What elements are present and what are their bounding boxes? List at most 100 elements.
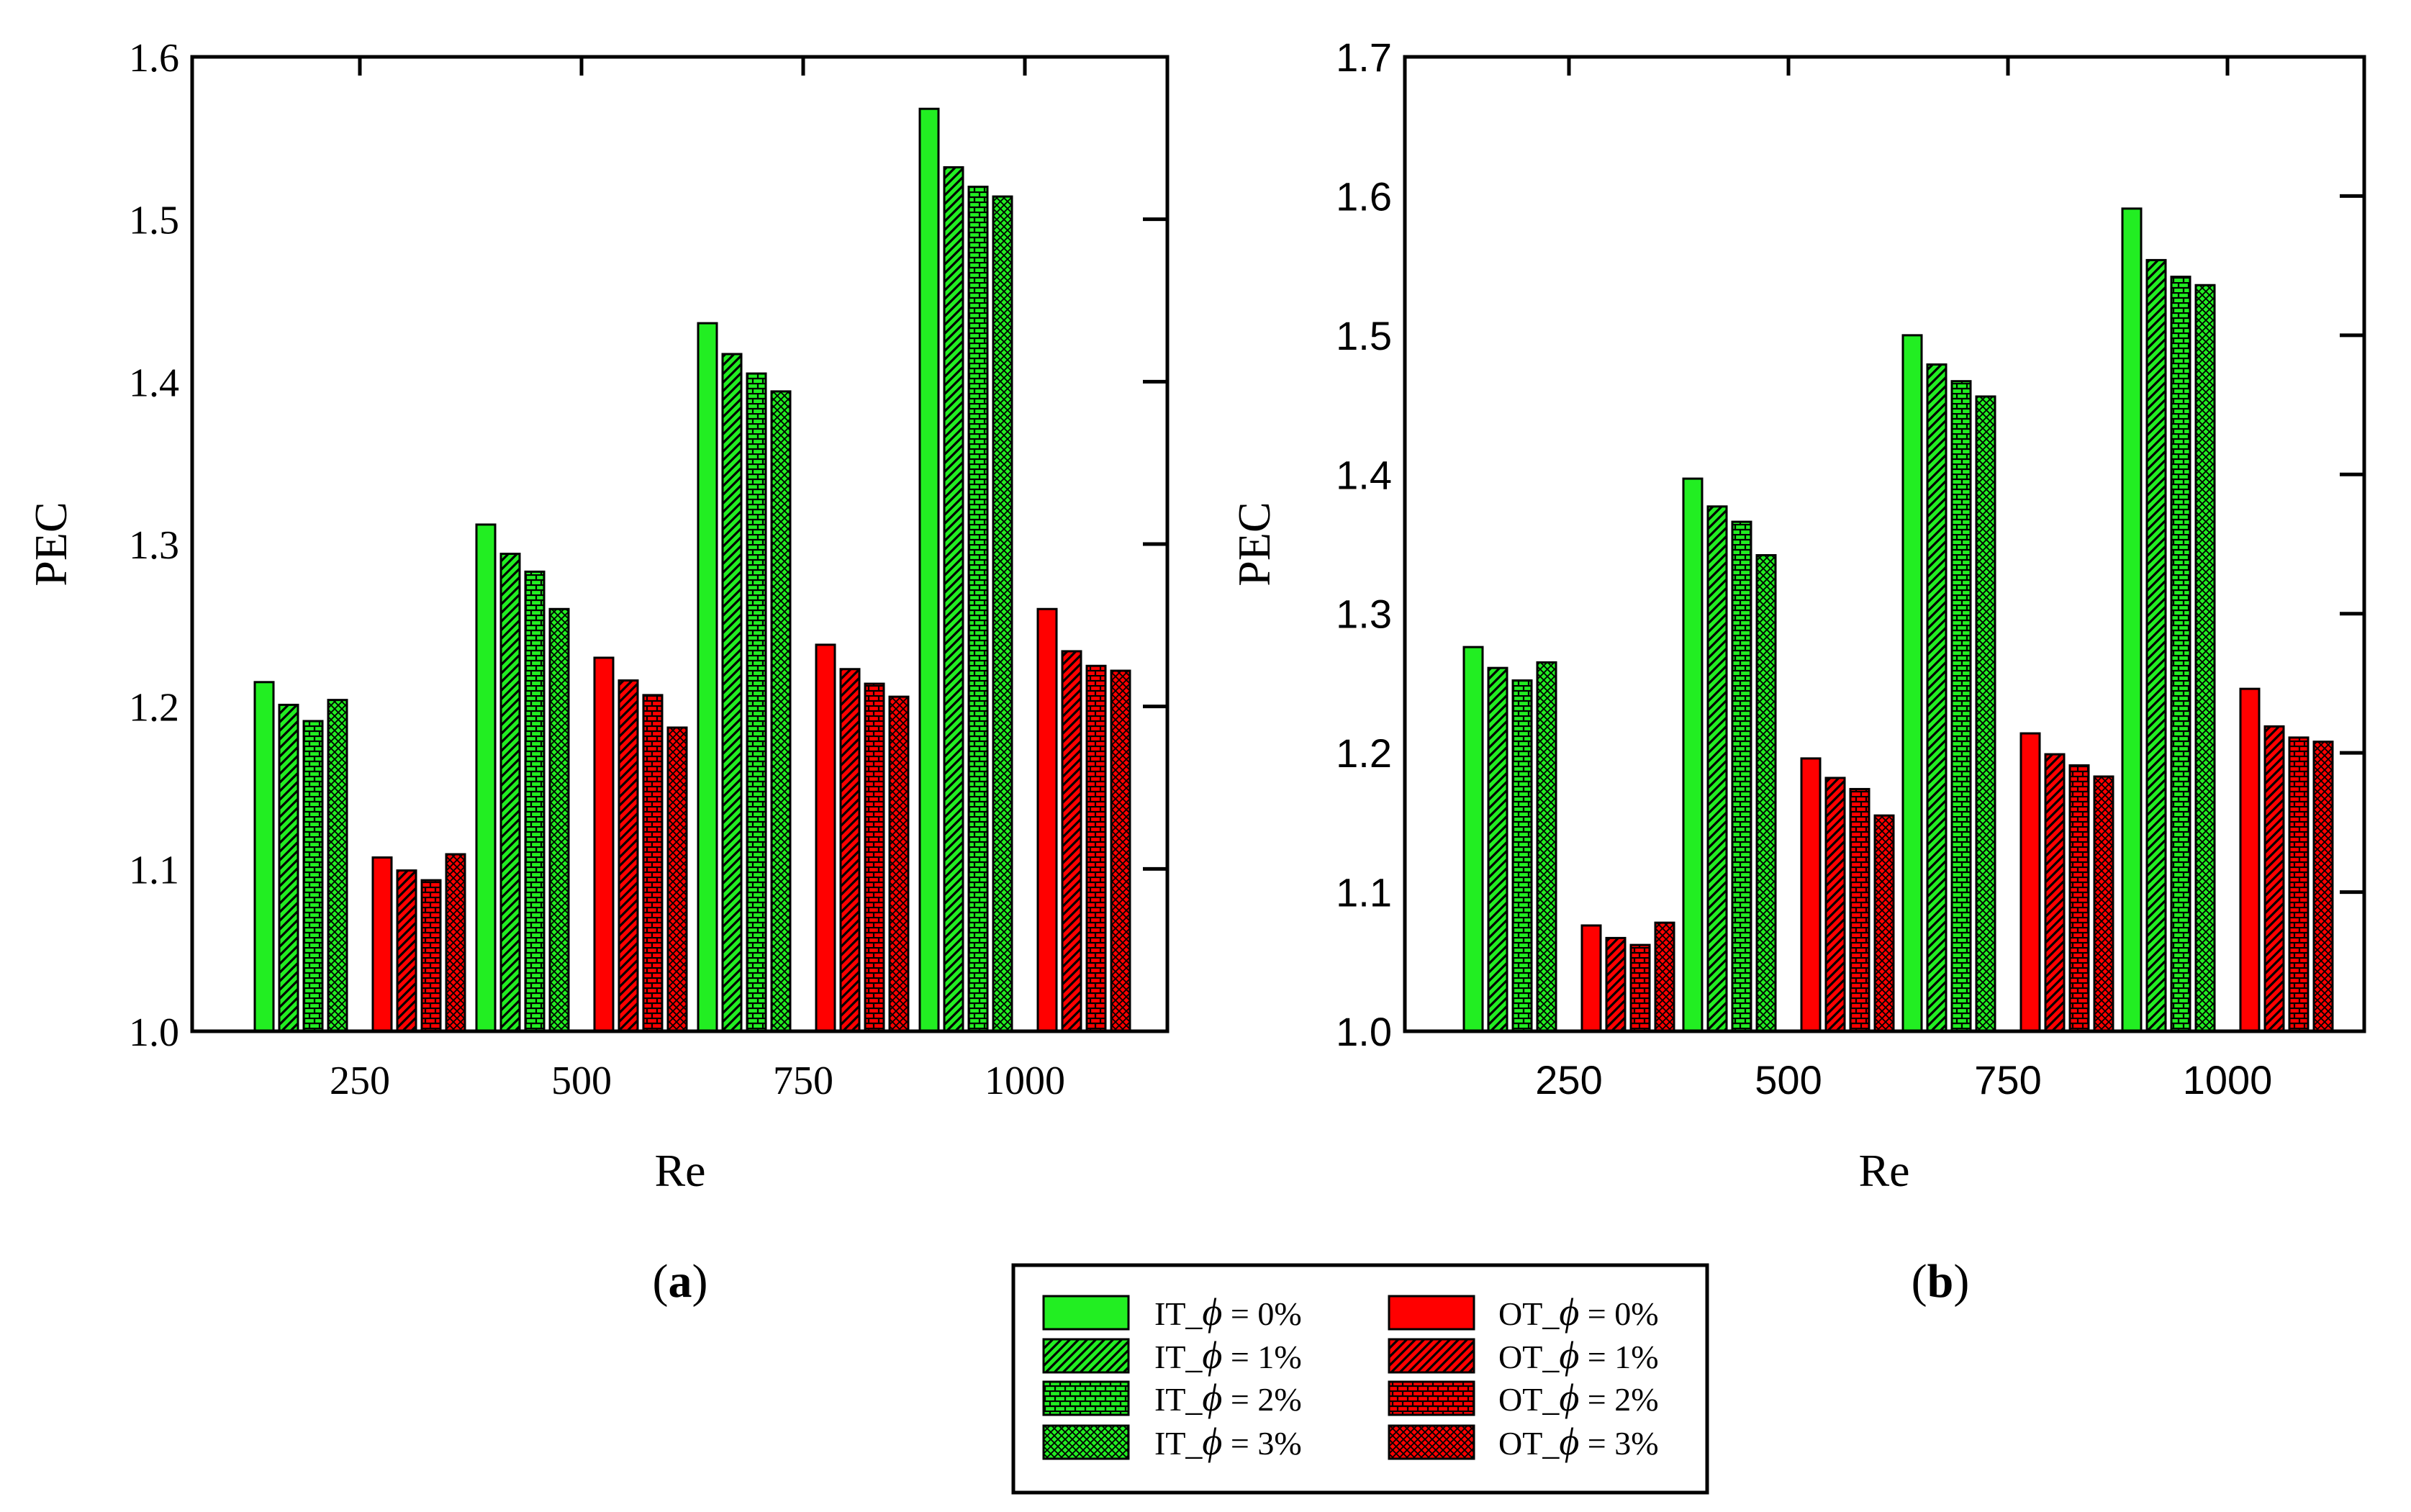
legend-swatch-it-0 (1042, 1295, 1130, 1331)
bar-a-re250-s2 (302, 720, 324, 1033)
bar-b-re1000-s0 (2121, 207, 2143, 1033)
bar-a-re500-s1 (499, 553, 521, 1033)
legend-swatch-it-1 (1042, 1338, 1130, 1374)
bars-group-b (1462, 207, 2334, 1033)
y-tick-label-a-1.2: 1.2 (129, 686, 179, 730)
panel-label-b: (b) (1912, 1255, 1970, 1308)
plot-frame-b (1403, 55, 2366, 1033)
x-tick-label-a-250: 250 (330, 1059, 390, 1103)
bar-a-re750-s4 (815, 643, 836, 1033)
bar-b-re250-s6 (1629, 943, 1651, 1033)
bar-b-re500-s2 (1731, 520, 1752, 1033)
bar-b-re250-s5 (1605, 936, 1627, 1033)
bar-a-re500-s0 (475, 523, 497, 1033)
legend-label-ot-0: OT_ϕ = 0% (1498, 1290, 1659, 1334)
y-tick-label-b-1.1: 1.1 (1336, 870, 1392, 915)
bar-a-re250-s4 (371, 856, 393, 1033)
y-tick-label-b-1.0: 1.0 (1336, 1009, 1392, 1054)
bar-a-re500-s2 (524, 570, 546, 1033)
legend: IT_ϕ = 0%IT_ϕ = 1%IT_ϕ = 2%IT_ϕ = 3% OT_ϕ… (1011, 1263, 1709, 1495)
bar-b-re1000-s1 (2145, 258, 2167, 1033)
bar-a-re1000-s3 (992, 195, 1013, 1033)
bar-a-re250-s7 (445, 853, 466, 1033)
y-tick-label-a-1.0: 1.0 (129, 1010, 179, 1055)
bar-b-re750-s3 (1975, 395, 1996, 1033)
x-tick-label-b-250: 250 (1535, 1057, 1602, 1103)
bar-b-re1000-s7 (2312, 741, 2334, 1033)
x-axis-label-a: Re (654, 1145, 705, 1196)
bar-b-re1000-s3 (2194, 284, 2216, 1033)
bar-b-re250-s1 (1487, 666, 1508, 1033)
bar-a-re750-s1 (721, 353, 743, 1033)
bar-a-re1000-s6 (1085, 664, 1107, 1033)
bar-a-re750-s7 (888, 695, 910, 1033)
y-tick-label-a-1.4: 1.4 (129, 361, 179, 405)
legend-label-ot-1: OT_ϕ = 1% (1498, 1334, 1659, 1377)
bar-b-re500-s4 (1800, 757, 1822, 1033)
bar-a-re500-s5 (618, 679, 639, 1033)
ticks-group-a: 250 500 750 1000 1.0 1.1 1.2 1.3 1.4 1.5 1.6 (129, 36, 1167, 1103)
legend-swatch-it-3 (1042, 1424, 1130, 1460)
bar-b-re750-s5 (2044, 753, 2066, 1033)
legend-swatch-ot-1 (1388, 1338, 1475, 1374)
bar-a-re500-s7 (666, 726, 688, 1033)
x-tick-label-b-750: 750 (1974, 1057, 2041, 1103)
bar-a-re750-s3 (770, 390, 792, 1033)
bar-a-re1000-s4 (1036, 607, 1058, 1033)
bar-a-re500-s6 (642, 694, 664, 1033)
bar-a-re250-s5 (396, 869, 417, 1033)
y-tick-label-b-1.2: 1.2 (1336, 730, 1392, 776)
bar-b-re500-s6 (1849, 787, 1871, 1033)
legend-swatch-ot-3 (1388, 1424, 1475, 1460)
bar-b-re500-s1 (1706, 505, 1728, 1033)
panel-label-a: (a) (653, 1255, 708, 1308)
y-axis-label-b: PEC (1229, 502, 1280, 586)
bar-b-re750-s4 (2019, 732, 2041, 1033)
chart-panel-a: 250 500 750 1000 1.0 1.1 1.2 1.3 1.4 1.5 1.6 PEC R… (25, 36, 1170, 1308)
bar-b-re250-s3 (1536, 661, 1557, 1033)
bar-a-re750-s5 (839, 668, 861, 1033)
legend-label-it-0: IT_ϕ = 0% (1154, 1290, 1302, 1334)
legend-items: IT_ϕ = 0%IT_ϕ = 1%IT_ϕ = 2%IT_ϕ = 3% OT_ϕ… (1042, 1290, 1659, 1463)
y-tick-label-b-1.7: 1.7 (1336, 35, 1392, 80)
y-tick-label-a-1.5: 1.5 (129, 199, 179, 243)
bar-b-re500-s5 (1824, 777, 1846, 1033)
legend-label-it-1: IT_ϕ = 1% (1154, 1334, 1302, 1377)
legend-swatch-ot-0 (1388, 1295, 1475, 1331)
ticks-group-b: 250 500 750 1000 1.0 1.1 1.2 1.3 1.4 1.5 1.6 1.7 (1336, 35, 2364, 1103)
bar-b-re1000-s4 (2239, 687, 2261, 1033)
bar-a-re750-s6 (864, 682, 885, 1033)
bar-b-re750-s0 (1901, 334, 1923, 1033)
y-tick-label-a-1.3: 1.3 (129, 523, 179, 568)
bars-group-a (253, 107, 1131, 1033)
bar-b-re500-s0 (1682, 477, 1704, 1033)
legend-label-it-2: IT_ϕ = 2% (1154, 1376, 1302, 1419)
x-tick-label-a-1000: 1000 (985, 1059, 1065, 1103)
y-tick-label-a-1.1: 1.1 (129, 848, 179, 892)
bar-b-re750-s2 (1950, 380, 1972, 1033)
bar-a-re250-s3 (327, 699, 348, 1033)
legend-label-it-3: IT_ϕ = 3% (1154, 1420, 1302, 1463)
x-tick-label-a-500: 500 (551, 1059, 612, 1103)
x-tick-label-b-500: 500 (1755, 1057, 1822, 1103)
legend-label-ot-3: OT_ϕ = 3% (1498, 1420, 1659, 1463)
bar-a-re1000-s2 (967, 186, 989, 1033)
bar-b-re750-s7 (2093, 775, 2114, 1033)
bar-a-re250-s0 (253, 681, 275, 1033)
bar-b-re250-s0 (1462, 646, 1484, 1033)
legend-swatch-it-2 (1042, 1380, 1130, 1416)
chart-panel-b: 250 500 750 1000 1.0 1.1 1.2 1.3 1.4 1.5 1.6 1.7 PE… (1229, 35, 2366, 1308)
bar-a-re1000-s5 (1061, 650, 1082, 1033)
bar-b-re250-s2 (1511, 679, 1533, 1033)
bar-b-re1000-s6 (2288, 736, 2310, 1033)
bar-b-re250-s7 (1654, 921, 1675, 1033)
y-tick-label-b-1.5: 1.5 (1336, 313, 1392, 358)
y-axis-label-a: PEC (25, 502, 76, 586)
bar-a-re750-s0 (697, 322, 718, 1033)
bar-a-re500-s3 (548, 607, 570, 1033)
x-axis-label-b: Re (1858, 1145, 1909, 1196)
bar-a-re500-s4 (593, 656, 615, 1033)
bar-a-re1000-s1 (943, 166, 964, 1033)
y-tick-label-a-1.6: 1.6 (129, 36, 179, 81)
